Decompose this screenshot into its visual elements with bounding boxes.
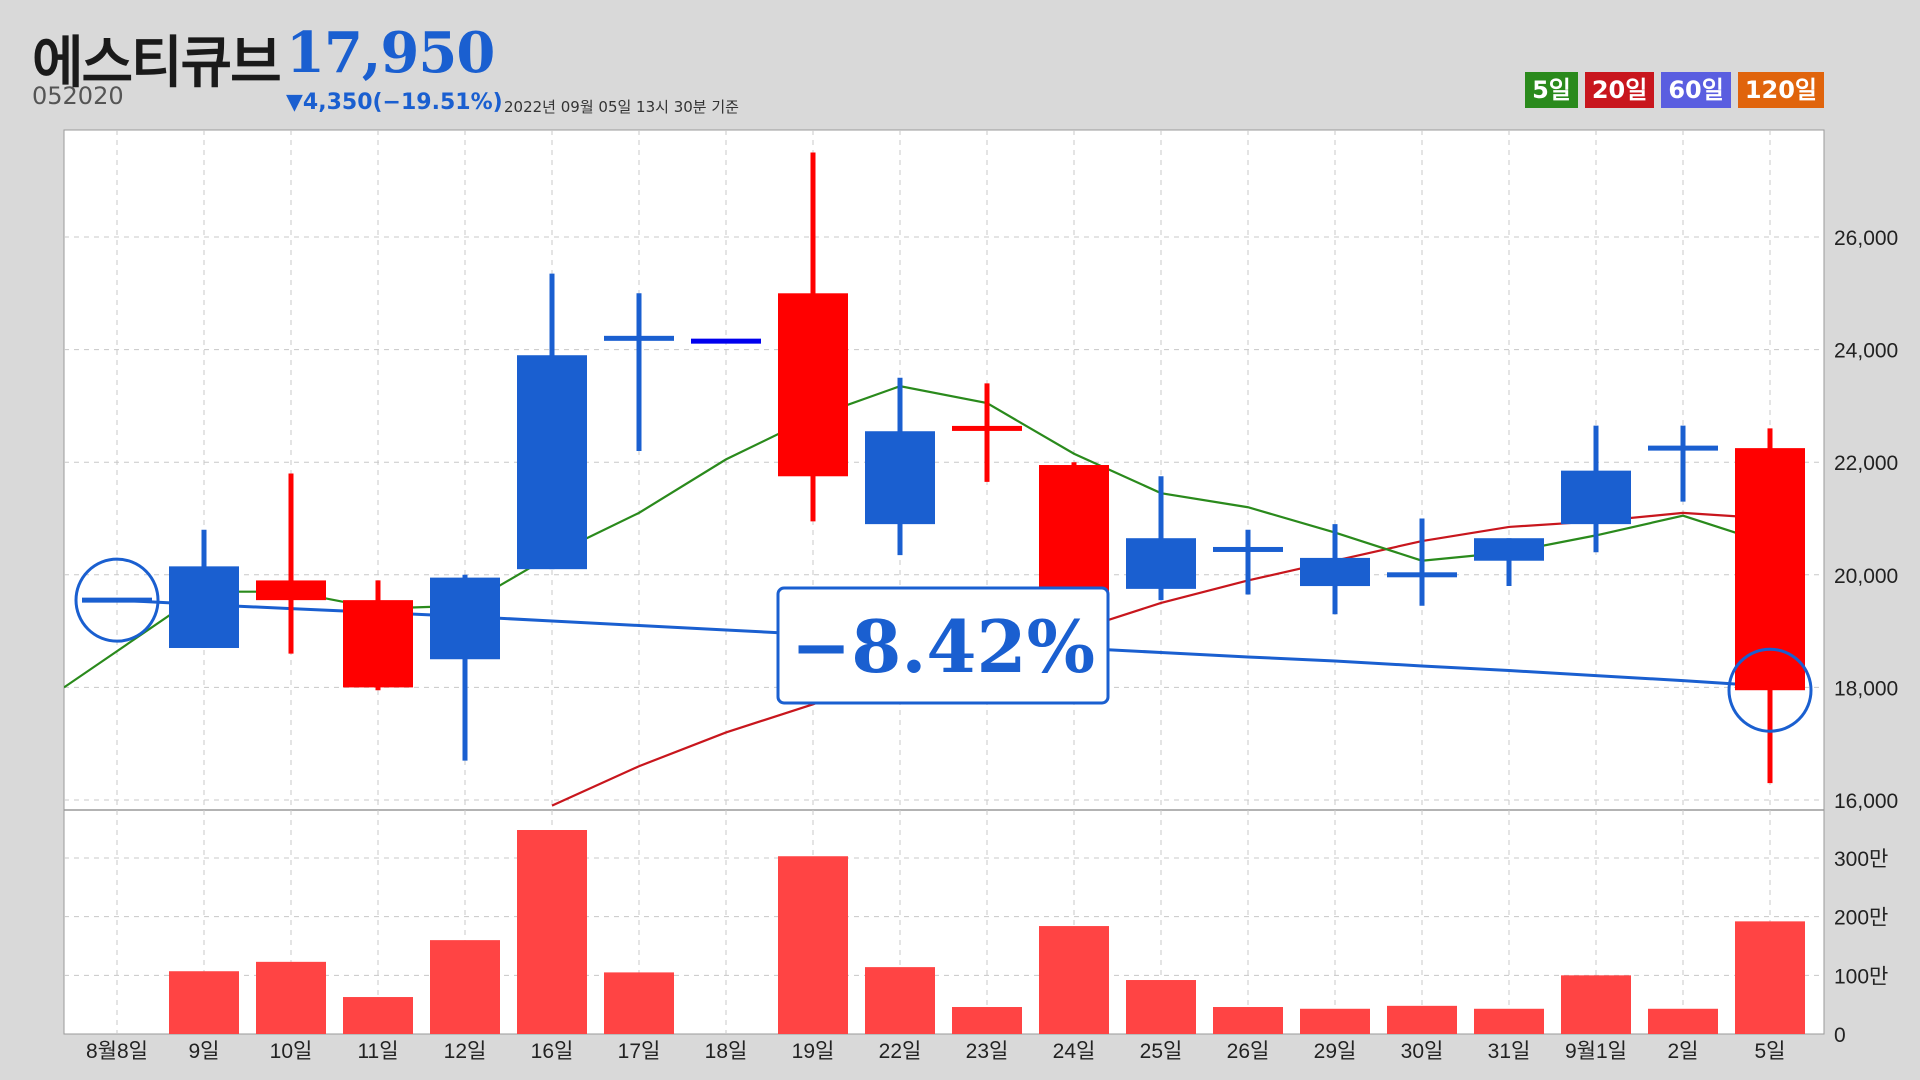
- x-tick-label: 2일: [1668, 1040, 1699, 1063]
- volume-bar: [865, 967, 935, 1034]
- legend-ma60: 60일: [1661, 72, 1731, 108]
- legend-ma20: 20일: [1584, 72, 1655, 108]
- volume-bar: [256, 961, 326, 1034]
- x-tick-label: 16일: [531, 1040, 574, 1063]
- candle-body: [865, 431, 935, 525]
- current-price: 17,950: [286, 20, 495, 86]
- x-tick-label: 12일: [444, 1040, 487, 1063]
- volume-bar: [517, 830, 587, 1034]
- x-tick-label: 10일: [270, 1040, 313, 1063]
- volume-bar: [1648, 1008, 1718, 1034]
- timestamp: 2022년 09월 05일 13시 30분 기준: [504, 98, 739, 116]
- stock-name: 에스티큐브: [32, 31, 282, 96]
- volume-tick-label: 0: [1834, 1024, 1846, 1047]
- highlight-circle: [1727, 647, 1813, 733]
- volume-bar: [778, 856, 848, 1034]
- volume-bar: [169, 971, 239, 1034]
- candle-body: [952, 425, 1022, 431]
- candle-body: [1213, 546, 1283, 552]
- candle-body: [1474, 538, 1544, 561]
- candle-body: [691, 338, 761, 344]
- candle-body: [604, 335, 674, 341]
- price-tick-label: 20,000: [1834, 565, 1898, 588]
- x-tick-label: 31일: [1488, 1040, 1531, 1063]
- x-tick-label: 23일: [966, 1040, 1009, 1063]
- price-tick-label: 16,000: [1834, 790, 1898, 813]
- x-tick-label: 22일: [879, 1040, 922, 1063]
- x-tick-label: 5일: [1755, 1040, 1786, 1063]
- candle-body: [430, 577, 500, 660]
- volume-tick-label: 200만: [1834, 907, 1888, 930]
- volume-bar: [1735, 921, 1805, 1034]
- highlight-circle: [74, 557, 160, 643]
- volume-bar: [1474, 1008, 1544, 1034]
- x-tick-label: 25일: [1140, 1040, 1183, 1063]
- candle-body: [778, 293, 848, 477]
- candle-body: [1735, 448, 1805, 691]
- candle-body: [1561, 470, 1631, 525]
- price-tick-label: 26,000: [1834, 227, 1898, 250]
- volume-tick-label: 300만: [1834, 848, 1888, 871]
- annotation-box: [776, 586, 1110, 705]
- volume-bar: [430, 940, 500, 1034]
- volume-bar: [1300, 1008, 1370, 1034]
- volume-tick-label: 100만: [1834, 965, 1888, 988]
- volume-bar: [1213, 1007, 1283, 1034]
- candle-body: [517, 355, 587, 570]
- price-change: ▼4,350(−19.51%): [286, 90, 503, 115]
- legend-ma120: 120일: [1737, 72, 1824, 108]
- x-tick-label: 18일: [705, 1040, 748, 1063]
- candle-body: [1039, 465, 1109, 592]
- candle-body: [256, 580, 326, 601]
- candle-body: [169, 566, 239, 648]
- price-tick-label: 22,000: [1834, 452, 1898, 475]
- x-tick-label: 30일: [1401, 1040, 1444, 1063]
- x-tick-label: 9일: [189, 1040, 220, 1063]
- volume-bar: [1126, 980, 1196, 1034]
- candle-body: [1126, 538, 1196, 589]
- x-tick-label: 8월8일: [86, 1040, 148, 1063]
- x-tick-label: 19일: [792, 1040, 835, 1063]
- x-tick-label: 29일: [1314, 1040, 1357, 1063]
- volume-bar: [1561, 975, 1631, 1034]
- ma-legend: 5일 20일 60일 120일: [1525, 72, 1824, 108]
- x-tick-label: 24일: [1053, 1040, 1096, 1063]
- volume-bar: [952, 1007, 1022, 1034]
- volume-bar: [343, 997, 413, 1034]
- candle-body: [1387, 572, 1457, 578]
- chart-background: [63, 129, 1825, 1035]
- volume-bar: [1387, 1005, 1457, 1034]
- x-tick-label: 11일: [357, 1040, 398, 1063]
- x-tick-label: 26일: [1227, 1040, 1270, 1063]
- candle-body: [1300, 557, 1370, 587]
- volume-bar: [1039, 926, 1109, 1034]
- price-tick-label: 24,000: [1834, 340, 1898, 363]
- candle-body: [1648, 445, 1718, 451]
- legend-ma5: 5일: [1525, 72, 1578, 108]
- price-tick-label: 18,000: [1834, 677, 1898, 700]
- volume-bar: [604, 972, 674, 1034]
- x-tick-label: 9월1일: [1565, 1040, 1627, 1063]
- candle-body: [343, 600, 413, 688]
- annotation-text: −8.42%: [791, 604, 1095, 689]
- candle-body: [82, 597, 152, 603]
- x-tick-label: 17일: [618, 1040, 661, 1063]
- stock-code: 052020: [32, 82, 124, 110]
